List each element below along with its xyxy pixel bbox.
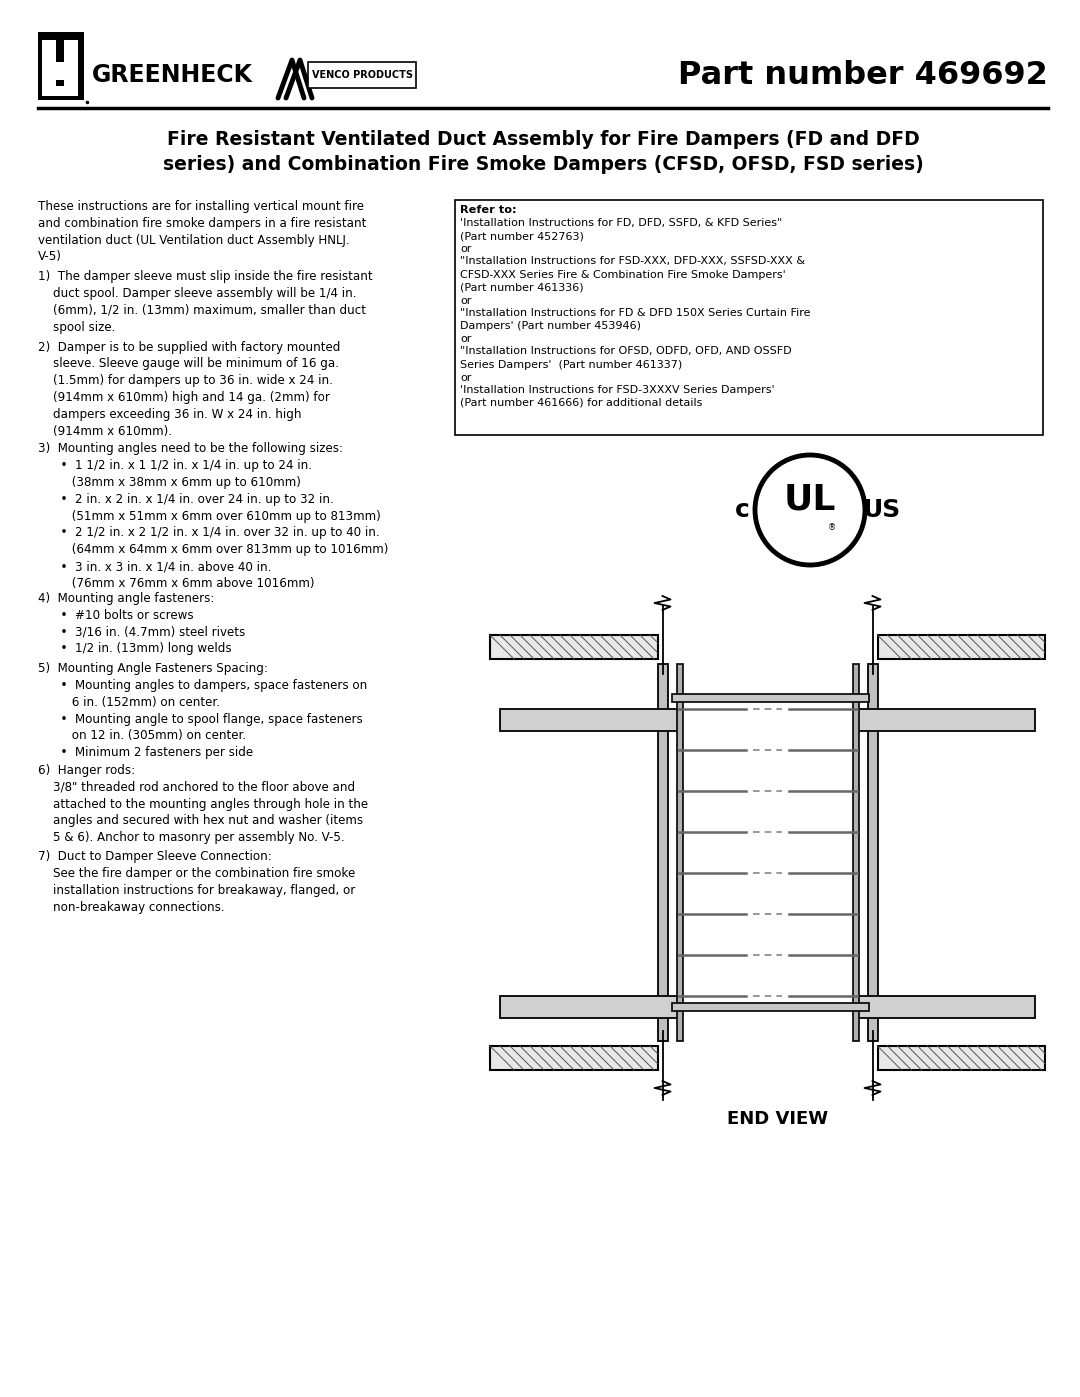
Text: These instructions are for installing vertical mount fire
and combination fire s: These instructions are for installing ve… <box>38 200 366 264</box>
Text: or: or <box>460 296 471 306</box>
Bar <box>455 200 1043 434</box>
Text: 3)  Mounting angles need to be the following sizes:
      •  1 1/2 in. x 1 1/2 i: 3) Mounting angles need to be the follow… <box>38 443 389 590</box>
Text: "Installation Instructions for FD & DFD 150X Series Curtain Fire: "Installation Instructions for FD & DFD … <box>460 307 810 319</box>
Text: "Installation Instructions for OFSD, ODFD, OFD, AND OSSFD: "Installation Instructions for OFSD, ODF… <box>460 346 792 356</box>
Text: (Part number 452763): (Part number 452763) <box>460 231 584 242</box>
Bar <box>56 61 64 80</box>
Text: or: or <box>460 373 471 383</box>
Text: Dampers' (Part number 453946): Dampers' (Part number 453946) <box>460 321 642 331</box>
Text: (Part number 461336): (Part number 461336) <box>460 282 583 293</box>
Text: series) and Combination Fire Smoke Dampers (CFSD, OFSD, FSD series): series) and Combination Fire Smoke Dampe… <box>163 155 923 175</box>
Text: or: or <box>460 334 471 345</box>
Text: CFSD-XXX Series Fire & Combination Fire Smoke Dampers': CFSD-XXX Series Fire & Combination Fire … <box>460 270 786 279</box>
Bar <box>672 694 868 703</box>
Bar <box>500 710 677 731</box>
Text: 7)  Duct to Damper Sleeve Connection:
    See the fire damper or the combination: 7) Duct to Damper Sleeve Connection: See… <box>38 851 355 914</box>
Text: 5)  Mounting Angle Fasteners Spacing:
      •  Mounting angles to dampers, space: 5) Mounting Angle Fasteners Spacing: • M… <box>38 662 367 759</box>
Text: Part number 469692: Part number 469692 <box>678 60 1048 91</box>
Bar <box>877 636 1045 659</box>
Bar <box>672 1003 868 1011</box>
Text: c: c <box>734 497 750 522</box>
Bar <box>38 32 84 101</box>
Bar <box>490 636 658 659</box>
Text: or: or <box>460 244 471 254</box>
Bar <box>852 664 859 1041</box>
Bar <box>42 41 56 96</box>
Bar <box>658 664 667 1041</box>
Text: 'Installation Instructions for FSD-3XXXV Series Dampers': 'Installation Instructions for FSD-3XXXV… <box>460 384 774 395</box>
Bar <box>56 87 64 96</box>
Text: Refer to:: Refer to: <box>460 205 516 215</box>
Text: UL: UL <box>784 483 836 517</box>
Text: END VIEW: END VIEW <box>727 1111 828 1127</box>
Bar <box>676 664 683 1041</box>
Text: 1)  The damper sleeve must slip inside the fire resistant
    duct spool. Damper: 1) The damper sleeve must slip inside th… <box>38 270 373 334</box>
Text: Fire Resistant Ventilated Duct Assembly for Fire Dampers (FD and DFD: Fire Resistant Ventilated Duct Assembly … <box>166 130 919 149</box>
Text: (Part number 461666) for additional details: (Part number 461666) for additional deta… <box>460 398 702 408</box>
Text: VENCO PRODUCTS: VENCO PRODUCTS <box>311 70 413 80</box>
Bar <box>500 996 677 1018</box>
Bar <box>867 664 877 1041</box>
Text: US: US <box>863 497 901 522</box>
Text: GREENHECK: GREENHECK <box>92 63 253 87</box>
Text: "Installation Instructions for FSD-XXX, DFD-XXX, SSFSD-XXX &: "Installation Instructions for FSD-XXX, … <box>460 257 805 267</box>
Text: 2)  Damper is to be supplied with factory mounted
    sleeve. Sleeve gauge will : 2) Damper is to be supplied with factory… <box>38 341 340 437</box>
Bar <box>490 1046 658 1070</box>
Bar <box>858 710 1035 731</box>
Bar <box>858 996 1035 1018</box>
Bar <box>877 1046 1045 1070</box>
Text: ®: ® <box>828 524 836 532</box>
Text: Series Dampers'  (Part number 461337): Series Dampers' (Part number 461337) <box>460 359 683 370</box>
Bar <box>308 61 416 88</box>
Text: 6)  Hanger rods:
    3/8" threaded rod anchored to the floor above and
    attac: 6) Hanger rods: 3/8" threaded rod anchor… <box>38 764 368 844</box>
Bar <box>64 41 78 96</box>
Text: 4)  Mounting angle fasteners:
      •  #10 bolts or screws
      •  3/16 in. (4.: 4) Mounting angle fasteners: • #10 bolts… <box>38 592 245 655</box>
Text: 'Installation Instructions for FD, DFD, SSFD, & KFD Series": 'Installation Instructions for FD, DFD, … <box>460 218 782 228</box>
